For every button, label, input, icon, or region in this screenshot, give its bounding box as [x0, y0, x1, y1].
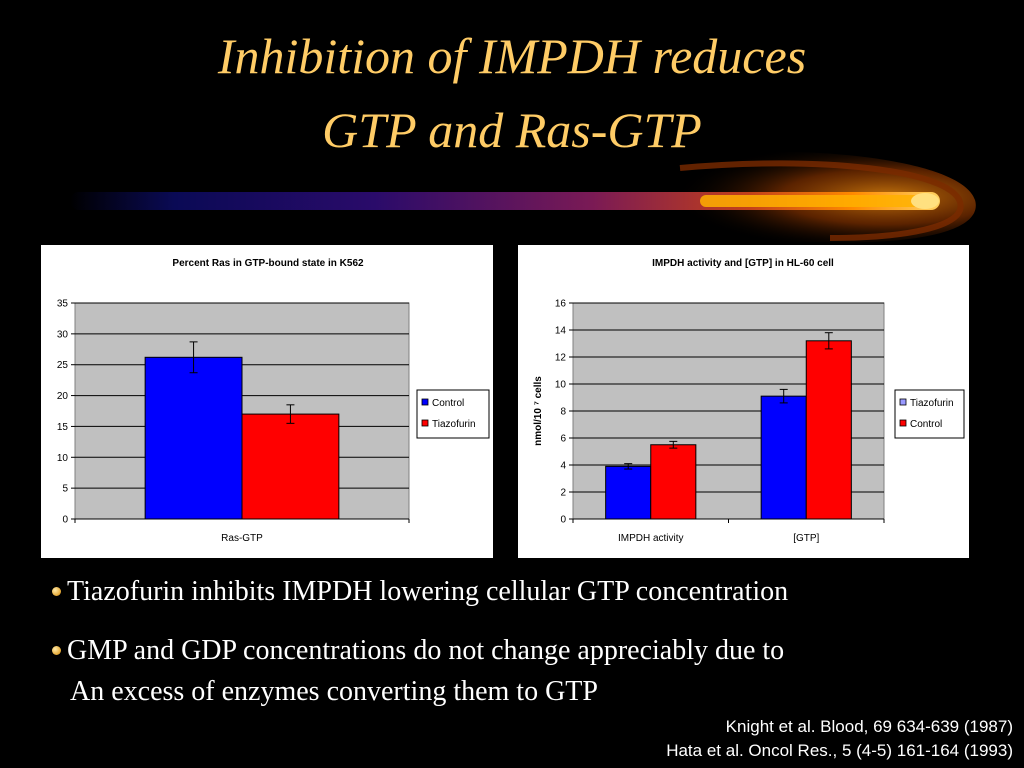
comet-decoration — [70, 151, 976, 243]
chart-panel-impdh: IMPDH activity and [GTP] in HL-60 cell 0 2… — [518, 245, 969, 558]
legend-label: Tiazofurin — [910, 398, 954, 409]
y-tick-label: 0 — [560, 515, 566, 526]
y-axis-label: nmol/10 ⁷ cells — [533, 376, 544, 446]
y-tick-label: 20 — [57, 391, 69, 402]
legend-label: Tiazofurin — [432, 419, 476, 430]
chart-panel-ras: Percent Ras in GTP-bound state in K562 0 5… — [41, 245, 493, 558]
legend-box — [416, 389, 490, 439]
y-tick-label: 35 — [57, 299, 69, 310]
y-tick-label: 5 — [62, 484, 68, 495]
x-tick-label: Ras-GTP — [221, 533, 263, 544]
x-tick-label: IMPDH activity — [618, 533, 684, 544]
y-tick-label: 4 — [560, 461, 566, 472]
legend-swatch — [899, 398, 907, 406]
y-tick-label: 8 — [560, 407, 566, 418]
y-tick-label: 25 — [57, 360, 69, 371]
y-tick-label: 6 — [560, 434, 566, 445]
legend-box — [894, 389, 965, 439]
bullet-text-1: Tiazofurin inhibits IMPDH lowering cellu… — [67, 576, 789, 607]
bar-control-1 — [805, 340, 852, 520]
bullet-dot-icon — [52, 645, 61, 655]
y-tick-label: 12 — [555, 353, 567, 364]
slide-title-line-2: GTP and Ras-GTP — [322, 102, 702, 158]
bullet-text-2: GMP and GDP concentrations do not change… — [67, 635, 785, 666]
bar-control-0 — [650, 444, 697, 520]
y-tick-label: 30 — [57, 329, 69, 340]
slide-title-line-1: Inhibition of IMPDH reduces — [217, 28, 807, 84]
y-tick-label: 14 — [555, 326, 567, 337]
legend-swatch — [899, 419, 907, 427]
bullet-dot-icon — [52, 586, 61, 596]
y-tick-label: 15 — [57, 422, 69, 433]
bar-tiazofurin-1 — [760, 395, 807, 520]
ras-gtp-chart: Percent Ras in GTP-bound state in K562 0 5… — [57, 258, 490, 544]
bar-tiazofurin-0 — [605, 465, 652, 520]
reference-1: Knight et al. Blood, 69 634-639 (1987) — [725, 717, 1013, 736]
y-tick-label: 16 — [555, 299, 567, 310]
bar-control-0 — [144, 356, 243, 520]
bullet-text-2-continuation: An excess of enzymes converting them to … — [70, 676, 598, 707]
legend-swatch — [421, 419, 429, 427]
y-tick-label: 10 — [57, 453, 69, 464]
y-tick-label: 0 — [62, 515, 68, 526]
bar-tiazofurin-0 — [241, 413, 340, 520]
chart-title: IMPDH activity and [GTP] in HL-60 cell — [652, 258, 834, 269]
impdh-gtp-chart: IMPDH activity and [GTP] in HL-60 cell 0 2… — [533, 258, 965, 544]
chart-title: Percent Ras in GTP-bound state in K562 — [172, 258, 364, 269]
y-tick-label: 10 — [555, 380, 567, 391]
x-tick-label: [GTP] — [793, 533, 819, 544]
legend-swatch — [421, 398, 429, 406]
legend-label: Control — [910, 419, 942, 430]
legend-label: Control — [432, 398, 464, 409]
bullet-item-2: GMP and GDP concentrations do not change… — [52, 631, 1012, 671]
y-tick-label: 2 — [560, 488, 566, 499]
reference-2: Hata et al. Oncol Res., 5 (4-5) 161-164 … — [666, 741, 1013, 760]
bullet-item-1: Tiazofurin inhibits IMPDH lowering cellu… — [52, 572, 1012, 612]
